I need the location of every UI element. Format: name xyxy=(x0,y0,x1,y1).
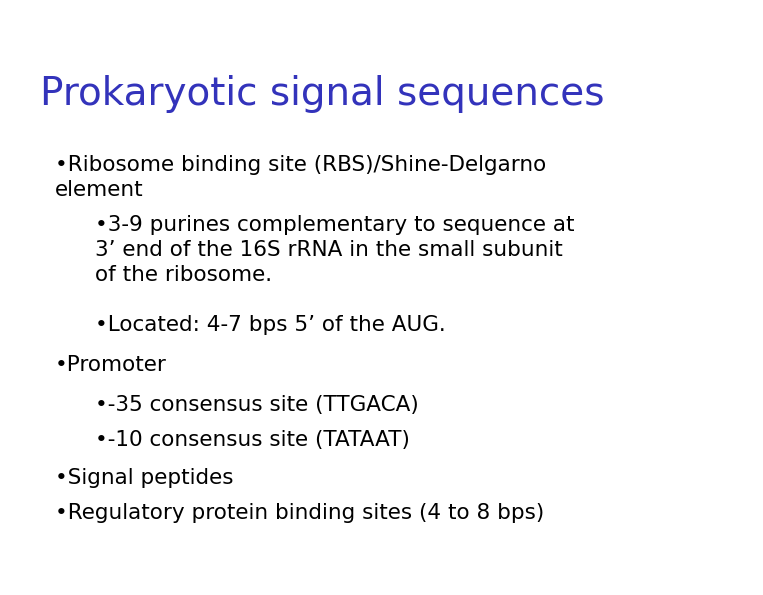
Text: •3-9 purines complementary to sequence at
3’ end of the 16S rRNA in the small su: •3-9 purines complementary to sequence a… xyxy=(95,215,575,284)
Text: •Promoter: •Promoter xyxy=(55,355,167,375)
Text: •Located: 4-7 bps 5’ of the AUG.: •Located: 4-7 bps 5’ of the AUG. xyxy=(95,315,446,335)
Text: •Ribosome binding site (RBS)/Shine-Delgarno
element: •Ribosome binding site (RBS)/Shine-Delga… xyxy=(55,155,546,200)
Text: •-10 consensus site (TATAAT): •-10 consensus site (TATAAT) xyxy=(95,430,410,450)
Text: •Signal peptides: •Signal peptides xyxy=(55,468,233,488)
Text: Prokaryotic signal sequences: Prokaryotic signal sequences xyxy=(40,75,604,113)
Text: •Regulatory protein binding sites (4 to 8 bps): •Regulatory protein binding sites (4 to … xyxy=(55,503,544,523)
Text: •-35 consensus site (TTGACA): •-35 consensus site (TTGACA) xyxy=(95,395,419,415)
